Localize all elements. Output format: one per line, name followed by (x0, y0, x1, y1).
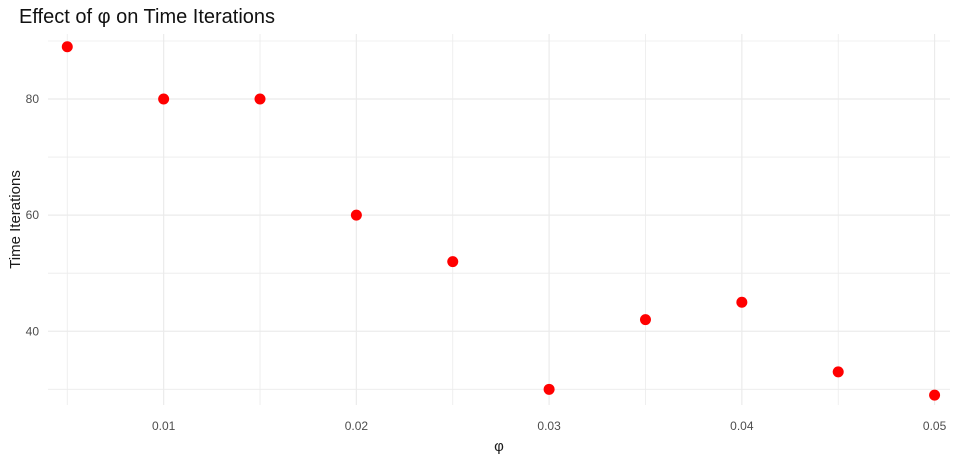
x-tick-label: 0.04 (730, 419, 754, 433)
y-tick-label: 60 (26, 208, 40, 222)
x-tick-label: 0.02 (345, 419, 369, 433)
data-point (61, 41, 73, 53)
y-tick-label: 80 (26, 92, 40, 106)
data-point (736, 296, 748, 308)
data-point (447, 256, 459, 268)
tick-labels: 0.01 0.02 0.03 0.04 0.05 40 60 80 (26, 92, 947, 433)
data-point (929, 389, 941, 401)
data-point (350, 209, 362, 221)
y-tick-label: 40 (26, 324, 40, 338)
data-points (61, 41, 941, 401)
x-tick-label: 0.01 (152, 419, 176, 433)
y-axis-title: Time Iterations (7, 170, 24, 269)
grid-layer (48, 34, 950, 405)
data-point (543, 383, 555, 395)
x-tick-label: 0.03 (537, 419, 561, 433)
data-point (254, 93, 266, 105)
data-point (832, 366, 844, 378)
x-axis-title: φ (494, 438, 504, 455)
data-point (639, 314, 651, 326)
chart-title: Effect of φ on Time Iterations (19, 6, 276, 28)
x-tick-label: 0.05 (923, 419, 947, 433)
data-point (158, 93, 170, 105)
